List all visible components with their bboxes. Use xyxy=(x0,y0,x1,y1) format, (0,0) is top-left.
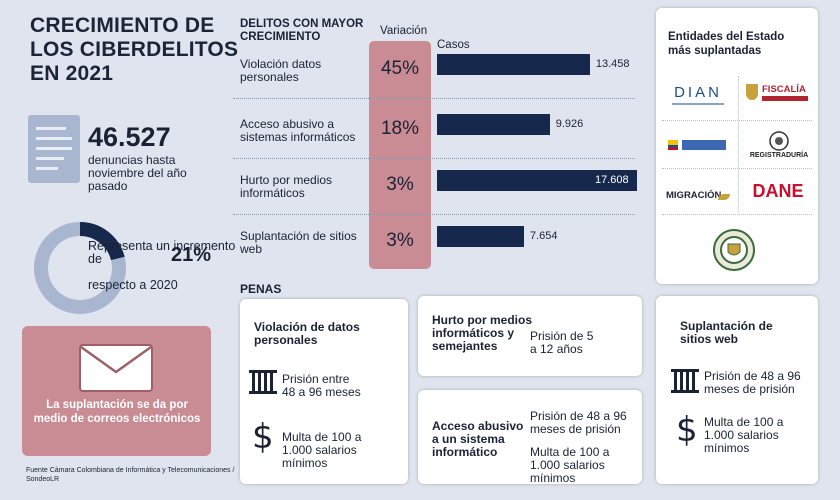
chart-value-label: 17.608 xyxy=(595,174,629,186)
dian-logo: DIAN xyxy=(674,84,722,101)
page-title: CRECIMIENTO DE LOS CIBERDELITOS EN 2021 xyxy=(30,14,239,85)
chart-variation-label: 3% xyxy=(386,174,414,195)
dian-logo-underline xyxy=(672,103,724,105)
chart-category-label: Hurto por medios informáticos xyxy=(240,173,333,200)
entities-title: Entidades del Estado más suplantadas xyxy=(668,31,785,57)
increase-text-block: Representa un incremento de respecto a 2… xyxy=(88,240,238,292)
chart-row-separator xyxy=(233,158,635,159)
variation-header: Variación xyxy=(380,25,428,37)
variation-band xyxy=(369,41,431,269)
entities-divider-2 xyxy=(662,168,812,169)
increase-donut xyxy=(34,222,126,314)
penalty-prison: Prisión de 48 a 96 meses de prisión xyxy=(704,369,801,396)
colombia-flag-icon xyxy=(668,140,678,150)
mail-box xyxy=(22,326,211,456)
chart-category-label: Violación datos personales xyxy=(240,57,322,84)
chart-title: DELITOS CON MAYOR CRECIMIENTO xyxy=(240,18,364,43)
penalty-card-acceso: Acceso abusivo a un sistema informático … xyxy=(418,390,642,485)
jail-icon xyxy=(671,369,699,393)
dollar-icon: $ xyxy=(676,410,698,450)
chart-value-label: 13.458 xyxy=(595,58,630,70)
complaints-value: 46.527 xyxy=(88,122,171,152)
chart-bar xyxy=(437,226,524,247)
penalty-card-title: Suplantación de sitios web xyxy=(680,319,773,346)
registraduria-seal-icon xyxy=(769,131,789,151)
registraduria-text: REGISTRADURÍA xyxy=(749,152,809,159)
registraduria-logo: REGISTRADURÍA xyxy=(748,130,810,166)
penalty-fine: Multa de 100 a 1.000 salarios mínimos xyxy=(704,415,784,455)
jail-icon xyxy=(249,370,277,394)
penalty-card-title: Hurto por medios informáticos y semejant… xyxy=(432,313,533,353)
cases-header: Casos xyxy=(437,39,470,51)
chart-value-label: 9.926 xyxy=(555,118,584,130)
dollar-icon: $ xyxy=(252,417,274,457)
penalty-fine: Multa de 100 a 1.000 salarios mínimos xyxy=(282,430,362,470)
chart-bar xyxy=(437,54,590,75)
increase-pct: 21% xyxy=(171,244,212,266)
chart-variation-label: 45% xyxy=(380,58,420,79)
document-icon xyxy=(28,115,80,183)
chart-variation-label: 3% xyxy=(386,230,414,251)
entities-divider-vertical xyxy=(738,76,739,212)
increase-text: Representa un incremento de xyxy=(88,239,236,266)
chart-category-label: Acceso abusivo a sistemas informáticos xyxy=(240,117,356,144)
gov-logo xyxy=(668,138,730,152)
increase-suffix: respecto a 2020 xyxy=(88,278,178,292)
chart-row-separator xyxy=(233,214,635,215)
envelope-icon xyxy=(79,344,153,392)
chart-row-separator xyxy=(233,98,635,99)
penalties-heading: PENAS xyxy=(240,282,282,296)
donut-arc xyxy=(34,222,126,314)
penalty-card-title: Violación de datos personales xyxy=(254,320,360,347)
complaints-label: denuncias hasta noviembre del año pasado xyxy=(88,153,187,193)
entities-divider-3 xyxy=(662,214,812,215)
chart-variation-label: 18% xyxy=(380,118,420,139)
fiscalia-logo: FISCALÍA xyxy=(746,82,812,106)
penalty-card-datos: Violación de datos personales Prisión en… xyxy=(240,299,408,484)
penalty-prison: Prisión de 48 a 96 meses de prisión xyxy=(530,409,627,436)
source-note: Fuente Cámara Colombiana de Informática … xyxy=(26,467,235,483)
fiscalia-underline xyxy=(762,96,808,101)
chart-value-label: 7.654 xyxy=(529,230,558,242)
gov-logo-bar xyxy=(682,140,726,150)
chart-bar xyxy=(437,170,637,191)
dane-logo: DANE xyxy=(752,181,804,201)
penalty-prison: Prisión de 5 a 12 años xyxy=(530,329,594,356)
fiscalia-text: FISCALÍA xyxy=(762,84,806,95)
mail-text: La suplantación se da por medio de corre… xyxy=(33,399,201,425)
penalty-card-title: Acceso abusivo a un sistema informático xyxy=(432,419,524,459)
police-seal-icon xyxy=(713,229,755,271)
entities-divider-1 xyxy=(662,120,812,121)
chart-category-label: Suplantación de sitios web xyxy=(240,229,357,256)
penalty-fine: Multa de 100 a 1.000 salarios mínimos xyxy=(530,445,610,485)
penalty-prison: Prisión entre 48 a 96 meses xyxy=(282,372,361,399)
chart-bar xyxy=(437,114,550,135)
penalty-card-suplantacion: Suplantación de sitios web Prisión de 48… xyxy=(656,296,818,484)
penalty-card-hurto: Hurto por medios informáticos y semejant… xyxy=(418,296,642,376)
migracion-swoosh-icon xyxy=(718,194,730,200)
migracion-logo: MIGRACIÓN xyxy=(666,188,732,206)
migracion-text: MIGRACIÓN xyxy=(666,190,722,201)
fiscalia-shield-icon xyxy=(746,84,758,100)
